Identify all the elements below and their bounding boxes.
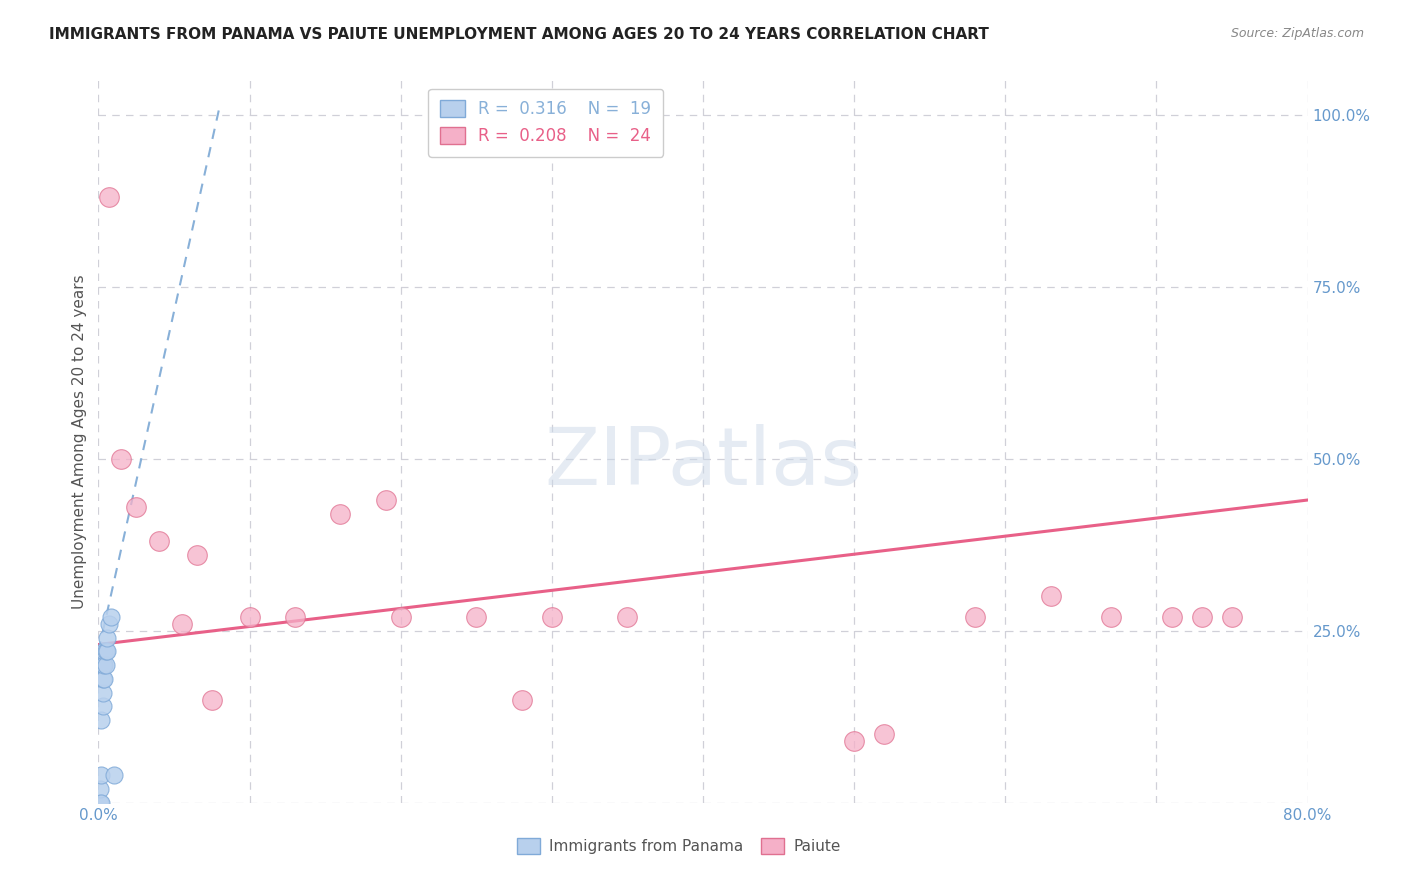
Point [90, 768, 112, 782]
Point [1099, 610, 1122, 624]
Point [170, 616, 193, 631]
Point [239, 610, 262, 624]
Point [96, 631, 118, 645]
Point [93, 672, 115, 686]
Point [844, 734, 866, 748]
Point [201, 692, 224, 706]
Point [965, 610, 987, 624]
Point [94, 644, 117, 658]
Point [91, 658, 114, 673]
Text: Source: ZipAtlas.com: Source: ZipAtlas.com [1230, 27, 1364, 40]
Point [103, 768, 125, 782]
Y-axis label: Unemployment Among Ages 20 to 24 years: Unemployment Among Ages 20 to 24 years [72, 274, 87, 609]
Point [110, 451, 132, 466]
Point [90, 713, 112, 727]
Point [329, 507, 352, 521]
Point [510, 692, 533, 706]
Point [148, 534, 170, 549]
Point [1220, 610, 1243, 624]
Point [93, 644, 115, 658]
Point [284, 610, 307, 624]
Point [89, 796, 111, 810]
Point [91, 686, 114, 700]
Point [186, 548, 208, 562]
Point [389, 610, 412, 624]
Point [1039, 590, 1062, 604]
Legend: Immigrants from Panama, Paiute: Immigrants from Panama, Paiute [510, 832, 846, 860]
Text: IMMIGRANTS FROM PANAMA VS PAIUTE UNEMPLOYMENT AMONG AGES 20 TO 24 YEARS CORRELAT: IMMIGRANTS FROM PANAMA VS PAIUTE UNEMPLO… [49, 27, 988, 42]
Point [1191, 610, 1213, 624]
Point [616, 610, 638, 624]
Point [91, 699, 114, 714]
Point [94, 658, 117, 673]
Point [1160, 610, 1182, 624]
Point [91, 672, 114, 686]
Text: ZIPatlas: ZIPatlas [544, 425, 862, 502]
Point [100, 610, 122, 624]
Point [89, 782, 111, 797]
Point [93, 658, 115, 673]
Point [98, 190, 121, 204]
Point [540, 610, 562, 624]
Point [125, 500, 148, 514]
Point [96, 644, 118, 658]
Point [98, 616, 121, 631]
Point [374, 493, 396, 508]
Point [465, 610, 488, 624]
Point [90, 796, 112, 810]
Point [873, 727, 896, 741]
